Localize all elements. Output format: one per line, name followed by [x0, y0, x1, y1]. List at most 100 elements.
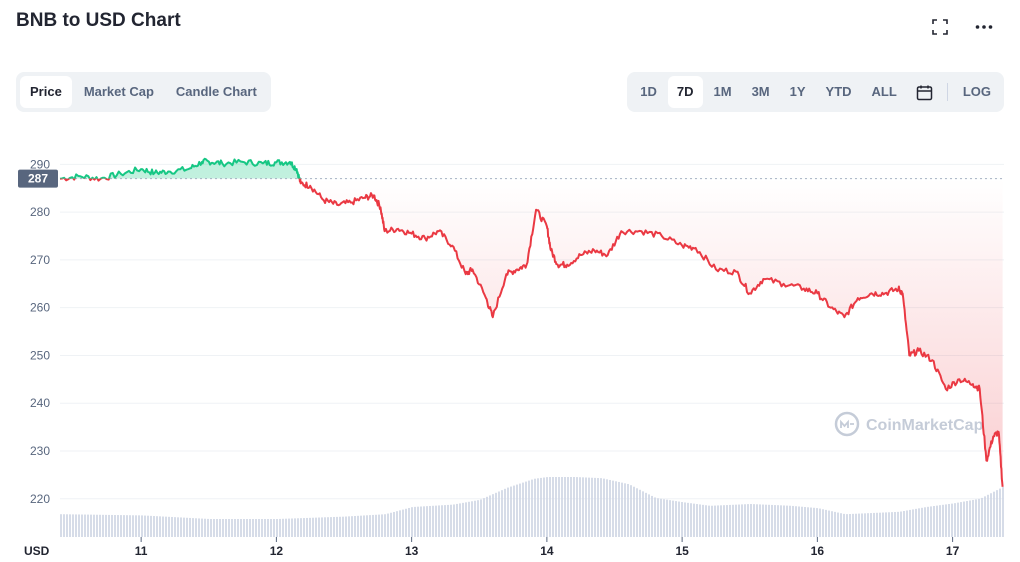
volume-bar	[684, 502, 686, 537]
volume-bar	[615, 481, 617, 537]
volume-bar	[675, 501, 677, 537]
volume-bar	[411, 507, 413, 537]
volume-bar	[264, 519, 266, 537]
volume-bar	[687, 502, 689, 537]
volume-bar	[588, 477, 590, 537]
volume-bar	[465, 502, 467, 537]
volume-bar	[399, 510, 401, 537]
range-1d[interactable]: 1D	[640, 84, 657, 99]
calendar-icon[interactable]	[908, 76, 941, 108]
volume-bar	[117, 515, 119, 537]
volume-bar	[102, 514, 104, 537]
volume-bar	[339, 516, 341, 537]
volume-bar	[468, 501, 470, 537]
volume-bar	[327, 517, 329, 537]
range-ytd[interactable]: YTD	[825, 84, 852, 99]
volume-bar	[723, 505, 725, 537]
volume-bar	[987, 494, 989, 537]
volume-bar	[654, 497, 656, 537]
y-axis: 220 230 240 250 260 270 280 290	[30, 157, 50, 505]
volume-bar	[756, 504, 758, 537]
volume-bar	[663, 499, 665, 537]
volume-bar	[831, 511, 833, 537]
volume-bar	[423, 506, 425, 537]
volume-bar	[294, 518, 296, 537]
volume-bar	[858, 513, 860, 537]
volume-bar	[612, 480, 614, 537]
tab-market-cap[interactable]: Market Cap	[83, 84, 154, 99]
volume-bar	[828, 510, 830, 537]
range-1y[interactable]: 1Y	[789, 84, 806, 99]
volume-bar	[906, 510, 908, 537]
volume-bar	[492, 494, 494, 537]
volume-bar	[504, 488, 506, 537]
volume-bar	[660, 498, 662, 537]
volume-bar	[852, 513, 854, 537]
volume-bar	[981, 497, 983, 537]
area-below-reference	[60, 178, 1003, 487]
volume-bar	[582, 477, 584, 537]
volume-bar	[786, 505, 788, 537]
volume-bar	[564, 477, 566, 537]
volume-bar	[510, 486, 512, 537]
volume-bar	[519, 483, 521, 537]
volume-bar	[300, 518, 302, 537]
volume-bar	[372, 514, 374, 537]
range-all[interactable]: ALL	[871, 84, 897, 99]
volume-bar	[375, 514, 377, 537]
more-options-icon[interactable]	[972, 16, 996, 38]
range-1m[interactable]: 1M	[713, 84, 732, 99]
volume-bar	[540, 477, 542, 537]
volume-bar	[903, 511, 905, 537]
volume-bar	[765, 504, 767, 537]
volume-bar	[81, 514, 83, 537]
volume-bar	[642, 491, 644, 537]
volume-bar	[141, 515, 143, 537]
volume-bar	[459, 503, 461, 537]
log-scale-toggle[interactable]: LOG	[962, 84, 991, 99]
volume-bar	[753, 504, 755, 537]
tab-price[interactable]: Price	[20, 76, 72, 108]
volume-bar	[324, 517, 326, 537]
volume-bar	[237, 519, 239, 537]
volume-bar	[378, 514, 380, 537]
volume-bar	[216, 519, 218, 537]
range-3m[interactable]: 3M	[751, 84, 770, 99]
volume-bar	[657, 498, 659, 537]
volume-bar	[336, 516, 338, 537]
y-tick-label: 290	[30, 157, 50, 171]
volume-bar	[999, 488, 1001, 537]
x-tick-label: 14	[540, 544, 554, 558]
volume-bar	[273, 519, 275, 537]
volume-bar	[822, 509, 824, 537]
volume-bar	[348, 516, 350, 537]
volume-bar	[333, 516, 335, 537]
chart-type-tabs: Price Market Cap Candle Chart	[16, 72, 271, 112]
fullscreen-icon[interactable]	[928, 16, 952, 38]
range-7d[interactable]: 7D	[667, 76, 703, 108]
tab-candle-chart[interactable]: Candle Chart	[175, 84, 257, 99]
volume-bar	[609, 479, 611, 537]
volume-bar	[342, 516, 344, 537]
volume-bar	[60, 514, 62, 537]
volume-bar	[798, 506, 800, 537]
volume-bar	[570, 477, 572, 537]
volume-bar	[477, 500, 479, 537]
volume-bar	[819, 508, 821, 537]
volume-bar	[249, 519, 251, 537]
volume-bar	[672, 500, 674, 537]
volume-bar	[129, 515, 131, 537]
volume-bar	[150, 515, 152, 537]
volume-bar	[555, 477, 557, 537]
volume-bar	[717, 505, 719, 537]
volume-bar	[996, 490, 998, 537]
volume-bar	[969, 500, 971, 537]
volume-bar	[144, 515, 146, 537]
volume-bar	[270, 519, 272, 537]
volume-bar	[96, 514, 98, 537]
volume-bar	[621, 482, 623, 537]
header-actions	[928, 16, 996, 38]
volume-bar	[606, 479, 608, 537]
watermark: CoinMarketCap	[834, 411, 984, 437]
